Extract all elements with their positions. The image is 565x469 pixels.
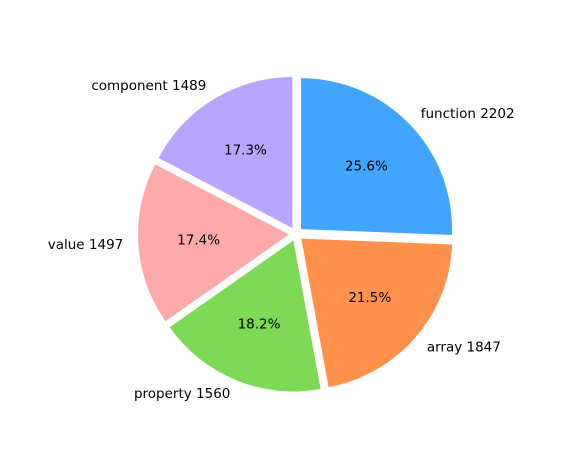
pie-slice-property bbox=[169, 240, 321, 392]
pie-percent-label-function: 25.6% bbox=[345, 158, 388, 174]
pie-category-label-property: property 1560 bbox=[134, 386, 230, 402]
pie-slice-array bbox=[301, 238, 453, 388]
pie-category-label-array: array 1847 bbox=[427, 339, 501, 355]
pie-slices bbox=[138, 77, 453, 392]
pie-percent-label-value: 17.4% bbox=[177, 232, 220, 248]
pie-category-label-component: component 1489 bbox=[91, 78, 206, 94]
pie-percent-label-property: 18.2% bbox=[238, 316, 281, 332]
pie-percent-label-array: 21.5% bbox=[348, 290, 391, 306]
pie-slice-function bbox=[301, 78, 453, 236]
pie-percent-label-component: 17.3% bbox=[224, 143, 267, 159]
pie-category-label-function: function 2202 bbox=[421, 106, 515, 122]
pie-category-label-value: value 1497 bbox=[48, 237, 124, 253]
pie-slice-component bbox=[158, 77, 293, 229]
pie-slice-value bbox=[138, 164, 290, 322]
pie-labels: 25.6% function 2202 21.5% array 1847 18.2% pr… bbox=[48, 78, 515, 402]
